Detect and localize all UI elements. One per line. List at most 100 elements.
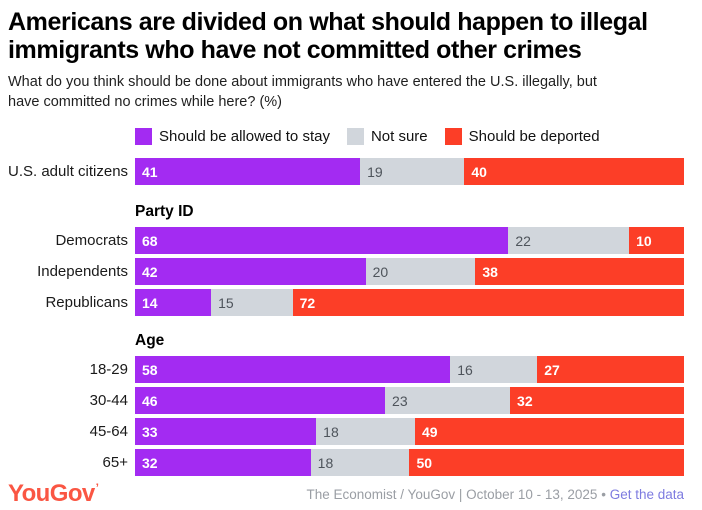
bar-segment-stay: 42	[135, 258, 366, 286]
value-label: 68	[142, 232, 158, 249]
row-label: Democrats	[55, 232, 128, 250]
bar-track: 14 15 72	[135, 289, 684, 317]
legend-label-stay: Should be allowed to stay	[159, 128, 330, 146]
value-label: 50	[416, 454, 433, 471]
bar-track: 41 19 40	[135, 158, 684, 186]
legend-swatch-deported-icon	[444, 128, 462, 146]
footer-meta: The Economist / YouGov | October 10 - 13…	[307, 487, 684, 502]
value-label: 40	[471, 163, 487, 180]
value-label: 72	[299, 294, 316, 311]
legend-item-not-sure: Not sure	[346, 128, 428, 146]
bar-segment-not-sure: 15	[211, 289, 293, 317]
bar-row: 30-44 46 23 32	[8, 387, 684, 415]
value-label: 14	[142, 294, 158, 311]
row-label: 65+	[102, 454, 128, 472]
footer: YouGov’ The Economist / YouGov | October…	[8, 480, 684, 508]
value-label: 18	[323, 423, 339, 440]
bar-segment-stay: 41	[135, 158, 361, 186]
bar-segment-not-sure: 16	[450, 356, 538, 384]
bar-row: 18-29 58 16 27	[8, 356, 684, 384]
legend-swatch-stay-icon	[135, 128, 152, 146]
bar-track: 33 18 49	[135, 418, 684, 446]
bar-track: 58 16 27	[135, 356, 684, 384]
bar-segment-stay: 46	[135, 387, 386, 415]
yougov-logo: YouGov’	[8, 480, 99, 508]
get-the-data-link[interactable]: Get the data	[609, 486, 684, 502]
bar-segment-deported: 49	[414, 418, 684, 446]
bar-segment-stay: 33	[135, 418, 317, 446]
bar-row: 45-64 33 18 49	[8, 418, 684, 446]
bar-segment-deported: 72	[292, 289, 684, 317]
value-label: 49	[421, 423, 438, 440]
row-label: Independents	[37, 263, 128, 281]
bar-segment-deported: 40	[464, 158, 684, 186]
row-label: 18-29	[89, 361, 128, 379]
bar-segment-deported: 38	[475, 258, 684, 286]
bar-segment-deported: 32	[510, 387, 684, 415]
bar-row: Democrats 68 22 10	[8, 227, 684, 255]
group-header-row: Party ID	[8, 203, 684, 221]
value-label: 16	[457, 361, 473, 378]
bar-row: 65+ 32 18 50	[8, 449, 684, 477]
bar-segment-stay: 32	[135, 449, 311, 477]
bar-segment-not-sure: 18	[310, 449, 410, 477]
value-label: 20	[372, 263, 389, 280]
value-label: 46	[142, 392, 158, 409]
yougov-logo-tick-icon: ’	[95, 481, 99, 496]
bar-segment-not-sure: 23	[385, 387, 511, 415]
value-label: 32	[142, 454, 158, 471]
value-label: 15	[218, 294, 234, 311]
footer-source: The Economist / YouGov | October 10 - 13…	[306, 486, 598, 502]
footer-separator: •	[597, 486, 610, 502]
legend: Should be allowed to stay Not sure Shoul…	[135, 128, 684, 146]
bar-row: Republicans 14 15 72	[8, 289, 684, 317]
legend-label-deported: Should be deported	[468, 128, 600, 146]
value-label: 10	[636, 232, 652, 249]
value-label: 23	[392, 392, 408, 409]
value-label: 38	[482, 263, 498, 280]
row-label: 45-64	[89, 423, 128, 441]
chart: U.S. adult citizens 41 19 40 Party ID Democra…	[8, 158, 684, 480]
value-label: 42	[142, 263, 158, 280]
legend-item-deported: Should be deported	[444, 128, 600, 146]
value-label: 32	[517, 392, 533, 409]
value-label: 41	[142, 163, 158, 180]
value-label: 19	[367, 163, 383, 180]
bar-segment-deported: 50	[409, 449, 684, 477]
legend-swatch-not-sure-icon	[346, 128, 364, 146]
chart-subtitle: What do you think should be done about i…	[8, 74, 597, 110]
bar-row: Independents 42 20 38	[8, 258, 684, 286]
yougov-logo-text: YouGov	[8, 480, 95, 508]
group-header: Party ID	[135, 203, 194, 221]
value-label: 58	[142, 361, 158, 378]
bar-segment-deported: 10	[629, 227, 684, 255]
bar-segment-stay: 14	[135, 289, 212, 317]
group-header-spacer	[8, 332, 135, 350]
bar-segment-not-sure: 20	[365, 258, 476, 286]
chart-title: Americans are divided on what should hap…	[8, 8, 648, 64]
bar-segment-not-sure: 22	[508, 227, 630, 255]
row-label: U.S. adult citizens	[8, 163, 129, 181]
bar-segment-not-sure: 18	[316, 418, 415, 446]
value-label: 18	[317, 454, 334, 471]
row-label: 30-44	[89, 392, 128, 410]
value-label: 27	[544, 361, 560, 378]
group-header-row: Age	[8, 332, 684, 350]
bar-track: 46 23 32	[135, 387, 684, 415]
value-label: 33	[142, 423, 158, 440]
bar-segment-stay: 58	[135, 356, 451, 384]
bar-segment-stay: 68	[135, 227, 509, 255]
bar-track: 68 22 10	[135, 227, 684, 255]
bar-segment-deported: 27	[537, 356, 684, 384]
group-header-spacer	[8, 203, 135, 221]
bar-track: 42 20 38	[135, 258, 684, 286]
legend-item-stay: Should be allowed to stay	[135, 128, 330, 146]
row-label: Republicans	[45, 294, 128, 312]
legend-label-not-sure: Not sure	[370, 128, 428, 146]
group-header: Age	[135, 332, 165, 350]
bar-segment-not-sure: 19	[360, 158, 465, 186]
bar-row: U.S. adult citizens 41 19 40	[8, 158, 684, 186]
bar-track: 32 18 50	[135, 449, 684, 477]
value-label: 22	[515, 232, 531, 249]
